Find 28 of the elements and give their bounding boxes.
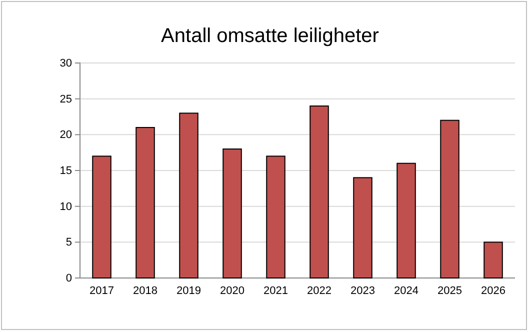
bar	[310, 106, 329, 278]
x-tick-label: 2022	[307, 285, 332, 298]
y-tick-label: 10	[60, 200, 72, 213]
bar	[353, 177, 372, 278]
x-tick-label: 2025	[438, 285, 462, 298]
bar	[179, 112, 198, 278]
bar	[440, 120, 460, 278]
y-tick-label: 25	[60, 93, 72, 106]
y-tick-label: 20	[60, 129, 72, 142]
y-tick-label: 5	[66, 236, 72, 249]
bar	[136, 127, 155, 278]
x-tick-label: 2018	[133, 285, 158, 298]
x-tick-label: 2021	[264, 285, 288, 298]
x-tick-label: 2023	[350, 285, 375, 298]
x-tick-label: 2020	[220, 285, 244, 298]
bar	[92, 156, 112, 278]
y-tick-label: 0	[66, 272, 72, 285]
y-tick-label: 30	[60, 58, 72, 70]
x-tick-label: 2026	[481, 285, 506, 298]
x-tick-label: 2017	[90, 285, 114, 298]
x-tick-label: 2024	[394, 285, 418, 298]
y-tick-label: 15	[60, 165, 72, 178]
x-tick-label: 2019	[176, 285, 201, 298]
bar	[266, 156, 286, 278]
chart-title: Antall omsatte leiligheter	[161, 25, 380, 47]
bar	[484, 242, 503, 278]
bar	[396, 162, 416, 278]
bar	[222, 148, 242, 278]
